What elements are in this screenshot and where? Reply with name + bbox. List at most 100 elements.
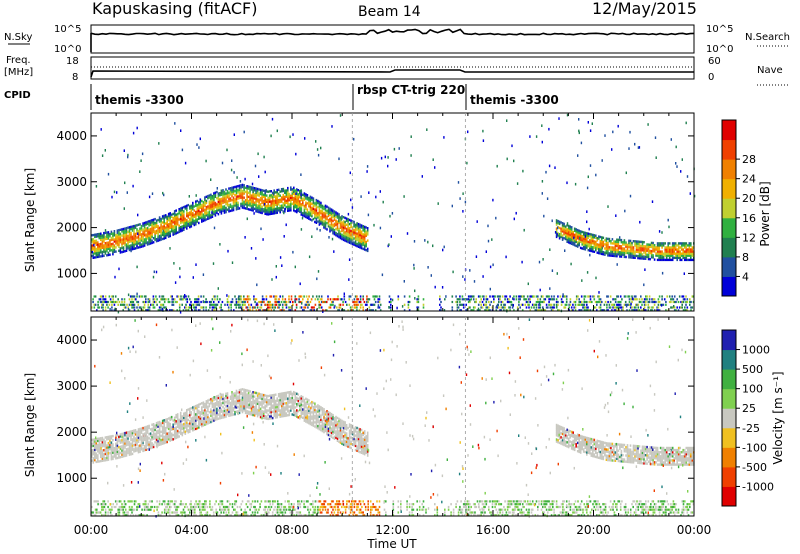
echo-cell — [148, 445, 150, 448]
echo-cell — [130, 434, 132, 437]
echo-cell — [581, 247, 583, 250]
echo-cell — [163, 306, 166, 309]
echo-cell — [228, 210, 230, 213]
echo-cell — [682, 298, 685, 301]
echo-cell — [112, 298, 114, 301]
echo-cell — [498, 306, 500, 309]
echo-cell — [124, 306, 127, 309]
echo-cell — [675, 145, 677, 149]
echo-cell — [219, 202, 221, 205]
echo-cell — [608, 254, 611, 257]
echo-cell — [113, 451, 116, 454]
echo-cell — [223, 409, 226, 412]
echo-cell — [614, 300, 617, 304]
echo-cell — [570, 230, 573, 233]
echo-cell — [510, 303, 513, 306]
echo-cell — [273, 203, 275, 207]
echo-cell — [470, 298, 472, 301]
echo-cell — [528, 298, 530, 301]
echo-cell — [243, 184, 245, 187]
echo-cell — [344, 222, 346, 226]
echo-cell — [324, 204, 327, 207]
echo-cell — [246, 185, 248, 188]
echo-cell — [247, 203, 250, 207]
echo-cell — [152, 437, 155, 440]
echo-cell — [118, 231, 120, 234]
echo-cell — [152, 222, 155, 225]
echo-cell — [213, 204, 215, 207]
echo-cell — [389, 214, 391, 218]
echo-cell — [276, 300, 279, 304]
echo-cell — [139, 446, 141, 449]
echo-cell — [103, 459, 105, 462]
echo-cell — [657, 306, 660, 309]
echo-cell — [155, 434, 158, 437]
echo-cell — [634, 256, 636, 259]
echo-cell — [332, 213, 334, 216]
echo-cell — [511, 306, 514, 309]
echo-cell — [222, 205, 224, 208]
echo-cell — [227, 309, 230, 312]
echo-cell — [662, 303, 665, 306]
echo-cell — [169, 247, 171, 250]
echo-cell — [128, 309, 131, 312]
echo-cell — [662, 254, 665, 257]
echo-cell — [575, 230, 577, 233]
echo-cell — [348, 241, 351, 244]
echo-cell — [171, 298, 173, 301]
echo-cell — [670, 298, 672, 301]
echo-cell — [179, 217, 182, 220]
echo-cell — [192, 429, 194, 432]
echo-cell — [308, 255, 311, 259]
echo-cell — [525, 300, 528, 304]
echo-cell — [348, 235, 351, 238]
echo-cell — [592, 239, 594, 243]
echo-cell — [104, 457, 107, 460]
echo-cell — [643, 241, 645, 244]
echo-cell — [309, 199, 312, 203]
echo-cell — [172, 438, 174, 441]
echo-cell — [181, 427, 184, 431]
echo-cell — [106, 458, 108, 462]
echo-cell — [589, 241, 591, 244]
echo-cell — [593, 306, 596, 309]
echo-cell — [661, 258, 663, 262]
echo-cell — [196, 208, 199, 211]
echo-cell — [595, 249, 597, 252]
echo-cell — [211, 397, 214, 400]
echo-cell — [131, 431, 134, 435]
echo-cell — [158, 142, 160, 145]
echo-cell — [521, 309, 524, 312]
echo-cell — [339, 234, 342, 238]
echo-cell — [335, 219, 337, 222]
echo-cell — [263, 155, 265, 159]
echo-cell — [515, 298, 518, 301]
echo-cell — [91, 455, 93, 458]
echo-cell — [189, 409, 191, 413]
echo-cell — [140, 435, 143, 439]
echo-cell — [261, 309, 264, 312]
echo-cell — [109, 247, 111, 250]
echo-cell — [614, 240, 617, 243]
echo-cell — [119, 441, 122, 444]
echo-cell — [239, 295, 241, 298]
echo-cell — [207, 399, 209, 402]
echo-cell — [178, 208, 180, 211]
echo-cell — [530, 306, 533, 309]
echo-cell — [356, 298, 358, 301]
echo-cell — [204, 216, 206, 220]
echo-cell — [377, 306, 379, 309]
echo-cell — [613, 309, 616, 312]
echo-cell — [199, 216, 202, 220]
echo-cell — [263, 300, 265, 304]
echo-cell — [101, 451, 104, 454]
echo-cell — [200, 300, 202, 304]
echo-cell — [186, 419, 188, 422]
echo-cell — [623, 295, 626, 298]
colorbar-swatch — [722, 198, 736, 219]
echo-cell — [125, 249, 128, 252]
echo-cell — [173, 433, 176, 436]
echo-cell — [665, 309, 667, 312]
echo-cell — [216, 303, 219, 306]
echo-cell — [258, 309, 260, 312]
